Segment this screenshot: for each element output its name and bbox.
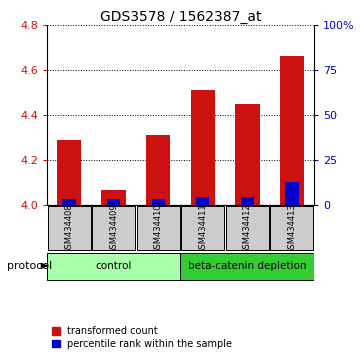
FancyBboxPatch shape [137,206,180,250]
Text: beta-catenin depletion: beta-catenin depletion [188,261,306,271]
FancyBboxPatch shape [92,206,135,250]
Text: GSM434412: GSM434412 [243,203,252,254]
Bar [62,199,76,205]
Bar [235,104,260,205]
Legend: transformed count, percentile rank within the sample: transformed count, percentile rank withi… [52,326,232,349]
Text: GSM434413: GSM434413 [287,203,296,254]
Text: control: control [96,261,132,271]
Bar [279,56,304,205]
Bar [196,197,209,205]
Text: GSM434411: GSM434411 [198,203,207,254]
Bar [57,140,82,205]
FancyBboxPatch shape [180,253,314,280]
Bar [152,199,165,205]
Bar [107,199,121,205]
Title: GDS3578 / 1562387_at: GDS3578 / 1562387_at [100,10,261,24]
Text: GSM434410: GSM434410 [154,203,163,254]
Bar [240,197,254,205]
Bar [285,182,299,205]
FancyBboxPatch shape [270,206,313,250]
FancyBboxPatch shape [226,206,269,250]
Text: GSM434408: GSM434408 [65,203,74,254]
Text: GSM434409: GSM434409 [109,203,118,254]
FancyBboxPatch shape [181,206,224,250]
FancyBboxPatch shape [48,206,91,250]
Bar [146,135,170,205]
FancyBboxPatch shape [47,253,180,280]
Bar [191,90,215,205]
Text: protocol: protocol [7,261,52,272]
Bar [101,189,126,205]
